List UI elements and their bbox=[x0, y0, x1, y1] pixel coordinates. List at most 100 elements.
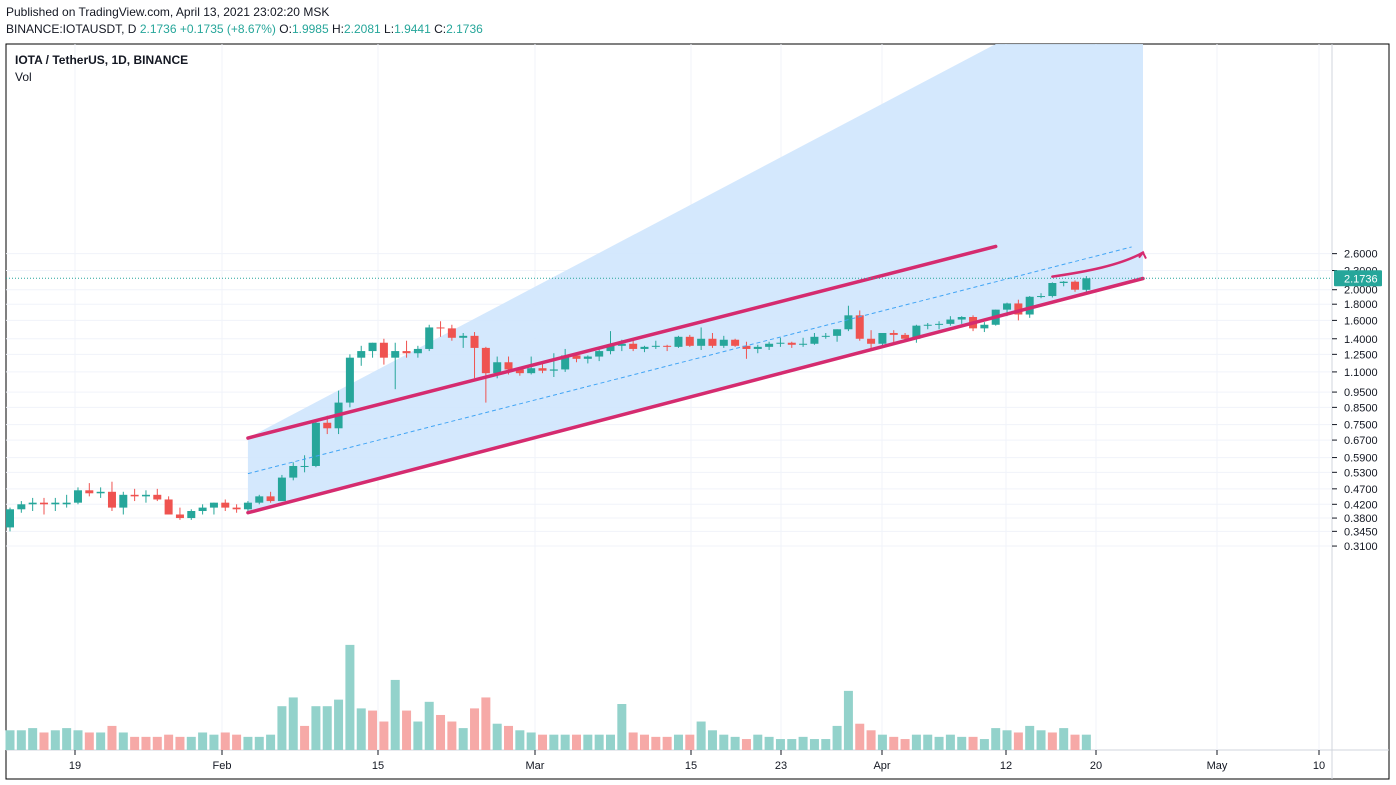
candle-body bbox=[198, 507, 207, 512]
volume-bar bbox=[277, 706, 287, 750]
price-axis[interactable]: 2.60002.30002.00001.80001.60001.40001.25… bbox=[1332, 249, 1382, 553]
volume-bar bbox=[175, 736, 185, 750]
volume-bar bbox=[979, 739, 989, 750]
candle-body bbox=[561, 355, 570, 370]
volume-bar bbox=[923, 734, 933, 750]
volume-bar bbox=[696, 721, 706, 750]
volume-bar bbox=[96, 732, 106, 750]
candle-body bbox=[323, 422, 332, 429]
candle-body bbox=[130, 494, 139, 497]
volume-bar bbox=[605, 734, 615, 750]
y-tick-label: 0.9500 bbox=[1344, 387, 1378, 399]
volume-bar bbox=[436, 714, 446, 750]
candle-body bbox=[606, 345, 615, 352]
y-tick-label: 0.4200 bbox=[1344, 499, 1378, 511]
volume-bar bbox=[866, 730, 876, 750]
volume-bar bbox=[673, 734, 683, 750]
volume-bar bbox=[900, 739, 910, 750]
candle-body bbox=[379, 342, 388, 358]
candle-body bbox=[810, 336, 819, 344]
candle-body bbox=[901, 334, 910, 339]
volume-bar bbox=[130, 736, 140, 750]
close-label: C: bbox=[434, 22, 447, 36]
volume-bar bbox=[186, 736, 196, 750]
channel-mid-line[interactable] bbox=[247, 246, 1132, 475]
candle-body bbox=[221, 502, 230, 508]
low-label: L: bbox=[384, 22, 395, 36]
candle-body bbox=[685, 336, 694, 346]
change-value: +0.1735 (+8.67%) bbox=[179, 22, 276, 36]
volume-bar bbox=[719, 734, 729, 750]
candle-body bbox=[164, 499, 173, 515]
candle-body bbox=[232, 507, 241, 510]
candle-body bbox=[957, 317, 966, 320]
candle-body bbox=[515, 369, 524, 374]
candle-body bbox=[617, 343, 626, 346]
volume-bar bbox=[379, 721, 389, 750]
channel-lines[interactable] bbox=[6, 244, 1332, 515]
candle-body bbox=[855, 315, 864, 339]
ticker: BINANCE:IOTAUSDT, D bbox=[6, 22, 137, 36]
candle-body bbox=[1059, 281, 1068, 284]
volume-bar bbox=[775, 739, 785, 750]
candle-body bbox=[753, 346, 762, 349]
projection-curve[interactable] bbox=[1051, 251, 1145, 278]
candle-body bbox=[912, 325, 921, 339]
candle-body bbox=[187, 511, 196, 519]
channel-upper-line[interactable] bbox=[246, 244, 998, 440]
low-value: 1.9441 bbox=[394, 22, 431, 36]
candle-body bbox=[1003, 303, 1012, 310]
time-axis[interactable]: 19 Feb 15 Mar 15 23 Apr 12 20 May 10 bbox=[69, 750, 1325, 772]
volume-bar bbox=[288, 697, 298, 750]
y-tick-label: 0.8500 bbox=[1344, 402, 1378, 414]
x-tick-label: 10 bbox=[1313, 760, 1325, 772]
x-tick-label: May bbox=[1207, 760, 1228, 772]
candle-body bbox=[436, 327, 445, 329]
volume-bar bbox=[809, 739, 819, 750]
open-value: 1.9985 bbox=[291, 22, 329, 36]
volume-bar bbox=[458, 728, 468, 750]
candle-body bbox=[889, 332, 898, 335]
chart-frame bbox=[5, 43, 1390, 780]
volume-bar bbox=[855, 723, 865, 750]
candle-body bbox=[629, 343, 638, 349]
candle-body bbox=[119, 494, 128, 508]
candle-body bbox=[1037, 296, 1046, 298]
volume-bar bbox=[198, 732, 208, 750]
y-tick-label: 1.1000 bbox=[1344, 367, 1378, 379]
last-price: 2.1736 bbox=[139, 22, 177, 36]
channel-lower-line[interactable] bbox=[246, 276, 1145, 515]
candle-body bbox=[1082, 278, 1091, 290]
candle-body bbox=[17, 504, 26, 510]
volume-bar bbox=[1002, 730, 1012, 750]
volume-bar bbox=[28, 728, 38, 750]
y-tick-label: 2.0000 bbox=[1344, 285, 1378, 297]
volume-bar bbox=[821, 739, 831, 750]
volume-bar bbox=[73, 730, 83, 750]
candle-body bbox=[935, 323, 944, 325]
ohlc-header: BINANCE:IOTAUSDT, D 2.1736 +0.1735 (+8.6… bbox=[6, 22, 483, 36]
volume-bar bbox=[413, 721, 423, 750]
candle-body bbox=[51, 502, 60, 505]
volume-bar bbox=[84, 732, 94, 750]
volume-bar bbox=[945, 734, 955, 750]
volume-bar bbox=[402, 710, 412, 750]
volume-bar bbox=[322, 706, 332, 750]
volume-bar bbox=[470, 708, 480, 750]
projection-arrowhead bbox=[1138, 250, 1147, 260]
volume-bar bbox=[594, 734, 604, 750]
volume-bar bbox=[368, 710, 378, 750]
volume-bar bbox=[832, 725, 842, 750]
y-tick-label: 0.4700 bbox=[1344, 484, 1378, 496]
candle-body bbox=[28, 502, 37, 505]
x-tick-label: Apr bbox=[873, 760, 890, 772]
candle-body bbox=[425, 327, 434, 349]
volume-bar bbox=[232, 734, 242, 750]
y-tick-label: 0.5300 bbox=[1344, 467, 1378, 479]
candle-body bbox=[243, 502, 252, 510]
candle-body bbox=[357, 351, 366, 358]
volume-bar bbox=[583, 734, 593, 750]
volume-bars bbox=[5, 644, 1091, 750]
volume-bar bbox=[877, 734, 887, 750]
